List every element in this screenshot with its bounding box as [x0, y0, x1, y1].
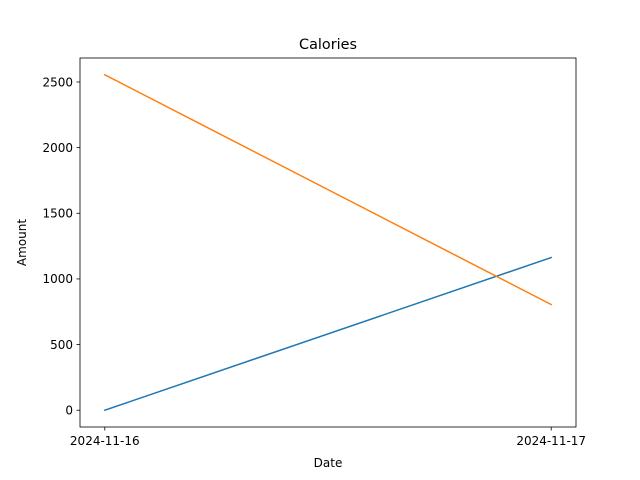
- y-tick-label: 2500: [42, 75, 73, 89]
- y-tick-label: 0: [65, 404, 73, 418]
- plot-area: [80, 58, 576, 427]
- y-tick-label: 2000: [42, 141, 73, 155]
- x-axis-title: Date: [314, 456, 343, 470]
- x-tick-label: 2024-11-17: [516, 434, 586, 448]
- x-tick-label: 2024-11-16: [70, 434, 140, 448]
- y-axis: 0 500 1000 1500 2000 2500: [42, 75, 80, 418]
- x-axis: 2024-11-16 2024-11-17: [70, 427, 586, 448]
- y-axis-title: Amount: [15, 219, 29, 266]
- chart-title: Calories: [299, 37, 357, 53]
- y-tick-label: 1500: [42, 207, 73, 221]
- series-line-1: [103, 256, 553, 412]
- y-tick-label: 1000: [42, 272, 73, 286]
- series-line-2: [103, 73, 553, 306]
- series-layer: [103, 73, 553, 412]
- plot-frame: [79, 57, 577, 428]
- y-tick-label: 500: [50, 338, 73, 352]
